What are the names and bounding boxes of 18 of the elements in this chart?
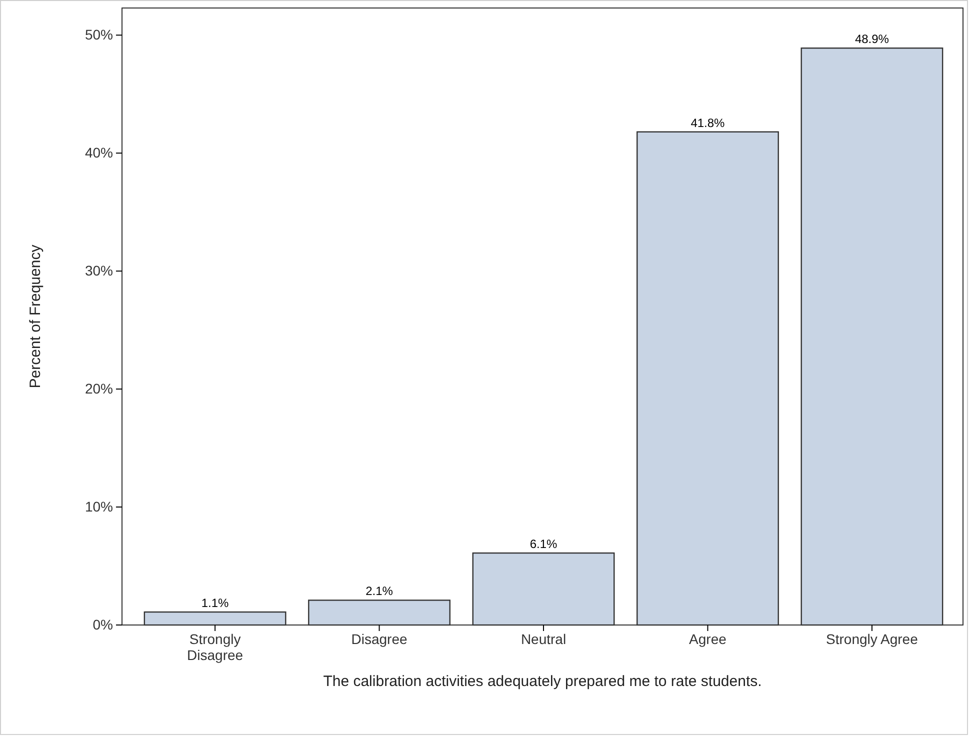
data-label: 2.1%	[366, 584, 394, 598]
y-tick-label: 50%	[84, 26, 113, 43]
data-label: 41.8%	[690, 116, 726, 130]
data-label: 1.1%	[201, 596, 230, 610]
x-tick-label: Disagree	[351, 630, 408, 647]
x-tick-label: Strongly Agree	[826, 630, 918, 647]
data-label: 48.9%	[854, 32, 890, 46]
y-axis-title: Percent of Frequency	[27, 244, 44, 388]
y-tick-label: 30%	[84, 262, 113, 279]
y-tick-label: 20%	[84, 380, 113, 397]
x-tick-label: Agree	[689, 630, 727, 647]
y-tick-label: 10%	[84, 498, 113, 515]
x-axis-title: The calibration activities adequately prepared me to rate students.	[323, 673, 762, 690]
x-tick-label: Strongly Disagree	[187, 630, 244, 664]
y-tick-label: 0%	[92, 616, 113, 632]
x-tick-label: Neutral	[520, 630, 566, 647]
y-tick-label: 40%	[84, 144, 113, 161]
data-label: 6.1%	[530, 537, 558, 552]
